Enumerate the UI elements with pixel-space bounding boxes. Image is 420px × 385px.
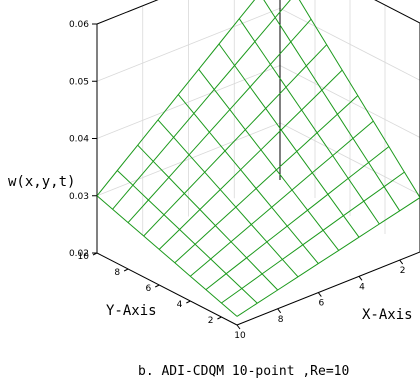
mesh-line-x — [263, 0, 401, 212]
x-axis-title: X-Axis — [362, 307, 413, 323]
x-tick — [236, 324, 241, 330]
surface-mesh — [96, 0, 420, 317]
mesh-line-x — [177, 94, 319, 264]
mesh-line-x — [157, 119, 299, 278]
mesh-line-x — [116, 170, 258, 304]
y-axis-title: Y-Axis — [106, 303, 157, 319]
z-tick-label: 0.03 — [69, 192, 89, 202]
mesh-line-y — [174, 95, 359, 264]
x-axis-line — [236, 251, 420, 326]
z-axis-title: w(x,y,t) — [8, 174, 75, 190]
mesh-line-x — [238, 18, 380, 225]
y-tick-label: 10 — [78, 252, 90, 262]
grid-line — [96, 122, 420, 197]
mesh-line-y — [205, 146, 390, 290]
x-tick-label: 8 — [278, 315, 284, 325]
y-tick-label: 8 — [114, 268, 120, 278]
grid-line — [96, 0, 420, 25]
tick-labels: 0.02 0.03 0.04 0.05 0.06 2 4 6 8 10 2 4 6 8 10 — [69, 20, 406, 341]
x-tick-label: 10 — [234, 331, 246, 341]
y-tick — [123, 268, 129, 272]
mesh-line-y — [127, 18, 312, 223]
mesh-line-y — [96, 0, 256, 197]
mesh-line-y — [143, 44, 328, 237]
mesh-line-y — [189, 120, 374, 277]
mesh-line-y — [112, 0, 291, 210]
z-tick-label: 0.02 — [69, 249, 89, 259]
x-tick — [317, 292, 322, 297]
mesh-line-y — [158, 69, 343, 250]
y-tick — [154, 284, 160, 288]
top-edge — [96, 0, 159, 25]
x-tick-label: 2 — [400, 266, 406, 276]
z-tick-label: 0.04 — [69, 135, 89, 145]
y-tick-label: 2 — [208, 316, 214, 326]
y-tick-label: 6 — [145, 284, 151, 294]
x-tick — [277, 308, 282, 314]
z-tick-label: 0.05 — [69, 77, 89, 87]
mesh-line-y — [221, 171, 405, 304]
x-tick-label: 6 — [318, 299, 324, 309]
y-tick — [186, 300, 191, 304]
grid-line — [96, 7, 420, 82]
top-edge — [374, 0, 420, 24]
x-tick-label: 4 — [359, 282, 365, 292]
mesh-line-x — [298, 0, 420, 198]
chart-caption: b. ADI-CDQM 10-point ,Re=10 — [138, 364, 349, 379]
axis-box — [96, 0, 420, 326]
x-tick — [358, 276, 363, 281]
y-axis-line — [96, 252, 238, 326]
mesh-line-y — [236, 197, 420, 317]
mesh-line-x — [96, 195, 238, 317]
mesh-line-x — [218, 43, 360, 238]
y-tick — [92, 252, 98, 256]
z-tick-label: 0.06 — [69, 20, 89, 30]
grid-line — [96, 65, 420, 139]
mesh-line-x — [198, 68, 340, 251]
y-tick — [217, 316, 222, 320]
mesh-line-x — [137, 144, 279, 291]
x-tick — [399, 259, 404, 265]
y-tick-label: 4 — [177, 300, 183, 310]
